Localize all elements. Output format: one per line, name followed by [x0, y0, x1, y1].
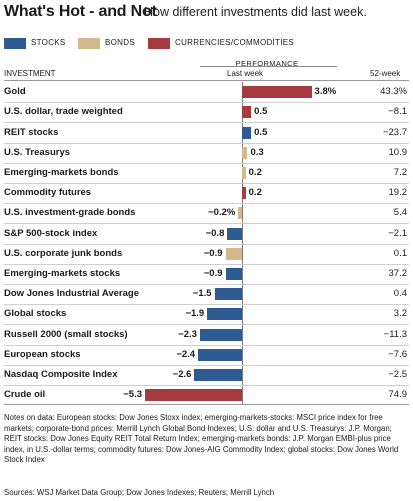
- bar-russell-2000-small-stocks: [199, 328, 242, 341]
- row-label-commodity-futures: Commodity futures: [4, 187, 92, 199]
- week52-russell-2000-small-stocks: −11.3: [383, 328, 407, 340]
- row-label-nasdaq-composite-index: Nasdaq Composite Index: [4, 368, 118, 380]
- chart-title: What's Hot - and Not: [4, 3, 157, 20]
- week52-reit-stocks: −23.7: [382, 126, 407, 138]
- sources: Sources: WSJ Market Data Group; Dow Jone…: [4, 488, 275, 497]
- row-label-emerging-markets-stocks: Emerging-markets stocks: [4, 267, 121, 279]
- row-separator: [4, 243, 409, 245]
- value-label-nasdaq-composite-index: −2.6: [172, 368, 192, 380]
- row-label-european-stocks: European stocks: [4, 348, 81, 360]
- bar-u-s-treasurys: [242, 146, 248, 159]
- week52-dow-jones-industrial-average: 0.4: [393, 288, 407, 300]
- row-separator: [4, 263, 409, 265]
- legend-swatch-bonds: [78, 38, 100, 49]
- row-separator: [4, 284, 409, 285]
- value-label-u-s-dollar-trade-weighted: 0.5: [254, 106, 268, 118]
- row-separator: [4, 162, 409, 164]
- row-label-global-stocks: Global stocks: [4, 308, 67, 320]
- row-separator: [4, 364, 409, 366]
- column-header-52-week: 52-week: [370, 69, 401, 78]
- row-separator: [4, 304, 409, 306]
- performance-rule: [200, 66, 337, 67]
- bar-european-stocks: [198, 348, 242, 361]
- chart-subtitle: How different investments did last week.: [144, 5, 367, 19]
- week52-gold: 43.3%: [380, 86, 407, 98]
- row-separator: [4, 142, 409, 144]
- bar-s-p-500-stock-index: [227, 227, 242, 240]
- value-label-emerging-markets-stocks: −0.9: [203, 267, 223, 279]
- value-label-s-p-500-stock-index: −0.8: [205, 227, 225, 239]
- row-label-dow-jones-industrial-average: Dow Jones Industrial Average: [4, 288, 139, 300]
- footer-rule: [4, 404, 409, 405]
- bar-gold: [242, 86, 312, 99]
- bar-reit-stocks: [242, 126, 252, 139]
- value-label-russell-2000-small-stocks: −2.3: [178, 328, 197, 340]
- row-separator: [4, 223, 409, 225]
- legend-label-stocks: STOCKS: [31, 38, 66, 47]
- week52-emerging-markets-stocks: 37.2: [388, 267, 408, 279]
- week52-nasdaq-composite-index: −2.5: [388, 368, 407, 380]
- row-separator: [4, 385, 409, 386]
- row-separator: [4, 183, 409, 184]
- value-label-u-s-corporate-junk-bonds: −0.9: [203, 247, 223, 259]
- row-label-reit-stocks: REIT stocks: [4, 126, 59, 138]
- header-rule: [4, 80, 409, 81]
- bar-global-stocks: [207, 308, 242, 321]
- value-label-global-stocks: −1.9: [185, 308, 205, 320]
- legend-swatch-stocks: [4, 38, 26, 49]
- week52-u-s-treasurys: 10.9: [388, 146, 408, 158]
- bar-dow-jones-industrial-average: [214, 288, 242, 301]
- row-label-gold: Gold: [4, 86, 26, 98]
- row-label-u-s-investment-grade-bonds: U.S. investment-grade bonds: [4, 207, 136, 219]
- row-label-s-p-500-stock-index: S&P 500-stock index: [4, 227, 98, 239]
- week52-s-p-500-stock-index: −2.1: [388, 227, 407, 239]
- row-label-russell-2000-small-stocks: Russell 2000 (small stocks): [4, 328, 128, 340]
- row-label-u-s-dollar-trade-weighted: U.S. dollar, trade weighted: [4, 106, 123, 118]
- week52-european-stocks: −7.6: [388, 348, 407, 360]
- value-label-u-s-treasurys: 0.3: [250, 146, 264, 158]
- row-label-u-s-treasurys: U.S. Treasurys: [4, 146, 71, 158]
- bar-nasdaq-composite-index: [194, 368, 242, 381]
- week52-u-s-dollar-trade-weighted: −8.1: [388, 106, 407, 118]
- row-separator: [4, 344, 409, 346]
- chart-header: What's Hot - and Not How different inves…: [4, 3, 409, 25]
- column-header-investment: INVESTMENT: [4, 69, 56, 78]
- week52-crude-oil: 74.9: [388, 389, 408, 401]
- value-label-commodity-futures: 0.2: [248, 187, 262, 199]
- week52-u-s-investment-grade-bonds: 5.4: [393, 207, 407, 219]
- week52-commodity-futures: 19.2: [388, 187, 408, 199]
- week52-u-s-corporate-junk-bonds: 0.1: [393, 247, 407, 259]
- column-header-last-week: Last week: [227, 69, 264, 78]
- value-label-u-s-investment-grade-bonds: −0.2%: [208, 207, 236, 219]
- bar-crude-oil: [145, 389, 242, 402]
- week52-emerging-markets-bonds: 7.2: [393, 166, 407, 178]
- row-separator: [4, 122, 409, 124]
- row-label-u-s-corporate-junk-bonds: U.S. corporate junk bonds: [4, 247, 123, 259]
- bar-emerging-markets-stocks: [225, 267, 242, 280]
- value-label-emerging-markets-bonds: 0.2: [248, 166, 262, 178]
- legend-swatch-commodities: [148, 38, 170, 49]
- value-label-gold: 3.8%: [314, 86, 337, 98]
- row-label-crude-oil: Crude oil: [4, 389, 46, 401]
- value-label-reit-stocks: 0.5: [254, 126, 268, 138]
- row-separator: [4, 102, 409, 104]
- row-separator: [4, 203, 409, 205]
- value-label-dow-jones-industrial-average: −1.5: [192, 288, 212, 300]
- bar-u-s-dollar-trade-weighted: [242, 106, 252, 119]
- performance-label: PERFORMANCE: [235, 59, 299, 68]
- bar-u-s-investment-grade-bonds: [238, 207, 242, 220]
- week52-global-stocks: 3.2: [393, 308, 407, 320]
- value-label-crude-oil: −5.3: [123, 389, 142, 401]
- legend-label-commodities: CURRENCIES/COMMODITIES: [175, 38, 295, 47]
- value-label-european-stocks: −2.4: [176, 348, 196, 360]
- bar-commodity-futures: [242, 187, 246, 200]
- bar-emerging-markets-bonds: [242, 166, 246, 179]
- notes: Notes on data: European stocks: Dow Jone…: [4, 413, 399, 465]
- legend-label-bonds: BONDS: [105, 38, 135, 47]
- bar-u-s-corporate-junk-bonds: [225, 247, 242, 260]
- row-separator: [4, 324, 409, 326]
- row-label-emerging-markets-bonds: Emerging-markets bonds: [4, 166, 119, 178]
